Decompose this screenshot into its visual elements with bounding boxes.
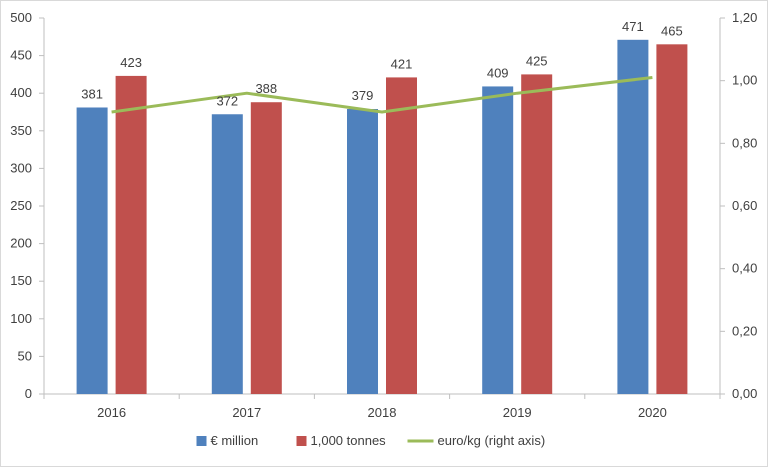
legend-label: € million <box>211 433 259 448</box>
bar <box>115 75 147 395</box>
left-tick-label: 300 <box>10 160 32 175</box>
left-tick-label: 350 <box>10 123 32 138</box>
legend-label: 1,000 tonnes <box>311 433 387 448</box>
x-tick-label: 2020 <box>638 405 667 420</box>
legend-swatch <box>296 436 307 446</box>
right-tick-label: 1,20 <box>732 10 757 25</box>
legend-label: euro/kg (right axis) <box>438 433 546 448</box>
bar-data-label: 379 <box>352 88 374 103</box>
bar <box>482 86 514 394</box>
right-tick-label: 0,60 <box>732 198 757 213</box>
bar-data-label: 471 <box>622 19 644 34</box>
data-labels: 381 372 379 409 471 423 388 421 425 465 <box>81 19 683 108</box>
x-tick-label: 2018 <box>368 405 397 420</box>
bar <box>521 74 553 395</box>
line-series <box>111 76 653 114</box>
bar <box>347 108 378 394</box>
x-tick-label: 2016 <box>97 405 126 420</box>
bar-data-label: 388 <box>255 81 277 96</box>
bar-data-label: 372 <box>216 93 238 108</box>
right-tick-label: 0,80 <box>732 135 757 150</box>
left-tick-label: 100 <box>10 311 32 326</box>
x-tick-label: 2019 <box>503 405 532 420</box>
line-path <box>111 76 653 114</box>
bar-data-label: 421 <box>391 56 413 71</box>
bar-data-label: 409 <box>487 65 509 80</box>
bar-data-label: 381 <box>81 86 103 101</box>
left-tick-label: 0 <box>25 386 32 401</box>
right-tick-label: 0,00 <box>732 386 757 401</box>
bar-data-label: 425 <box>526 53 548 68</box>
left-tick-label: 200 <box>10 236 32 251</box>
bar <box>76 107 108 394</box>
bar <box>211 114 243 395</box>
bar <box>386 77 417 395</box>
axes: 0 50 100 150 200 250 300 350 400 450 500 0,00 0,20 0,… <box>10 10 757 420</box>
bar <box>617 39 649 395</box>
left-tick-label: 400 <box>10 85 32 100</box>
left-tick-label: 50 <box>18 348 32 363</box>
legend: € million 1,000 tonnes euro/kg (right axis… <box>196 433 546 448</box>
bar <box>250 102 282 394</box>
right-tick-label: 1,00 <box>732 73 757 88</box>
bar <box>656 44 688 394</box>
right-tick-label: 0,40 <box>732 261 757 276</box>
legend-swatch <box>196 436 207 446</box>
left-tick-label: 500 <box>10 10 32 25</box>
left-tick-label: 250 <box>10 198 32 213</box>
x-tick-label: 2017 <box>232 405 261 420</box>
bar-data-label: 423 <box>120 55 142 70</box>
left-tick-label: 150 <box>10 273 32 288</box>
bar-data-label: 465 <box>661 23 683 38</box>
bars <box>76 39 688 395</box>
left-tick-label: 450 <box>10 48 32 63</box>
right-tick-label: 0,20 <box>732 323 757 338</box>
